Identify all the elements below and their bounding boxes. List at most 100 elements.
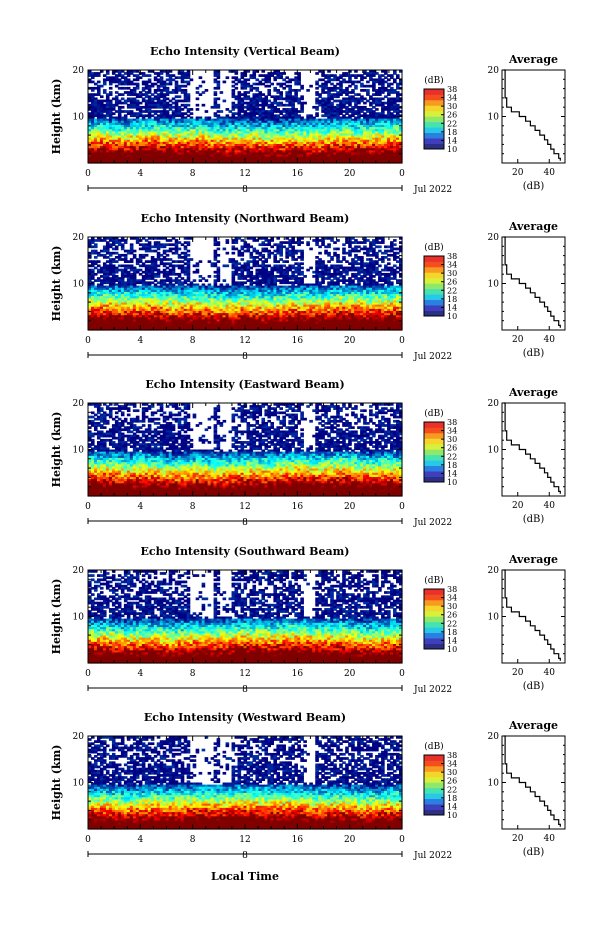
- colorbar-tick-label: 10: [447, 645, 457, 654]
- profile-title: Average: [508, 553, 558, 566]
- y-tick-label: 20: [73, 732, 85, 742]
- panel-4: Echo Intensity (Southward Beam)0 4 8 12 16 20…: [50, 545, 565, 695]
- heatmap-cells: [88, 70, 403, 164]
- colorbar-title: (dB): [424, 242, 443, 253]
- y-tick-label: 10: [73, 113, 85, 123]
- colorbar-tick-label: 34: [447, 94, 457, 103]
- profile-x-tick-label: 40: [544, 834, 556, 844]
- profile-title: Average: [508, 220, 558, 233]
- profile-y-tick-label: 10: [488, 613, 500, 623]
- x-tick-label: 12: [239, 502, 250, 512]
- date-label: Jul 2022: [413, 685, 452, 695]
- y-tick-label: 20: [73, 399, 85, 409]
- profile-line: [504, 570, 561, 661]
- x-tick-label: 8: [190, 669, 196, 679]
- colorbar-tick-label: 38: [447, 85, 457, 94]
- profile-x-label: (dB): [523, 847, 545, 858]
- x-tick-label: 0: [399, 669, 405, 679]
- panel-title: Echo Intensity (Northward Beam): [141, 212, 350, 225]
- colorbar-tick-label: 10: [447, 145, 457, 154]
- heatmap-cells: [88, 570, 403, 664]
- panel-5: Echo Intensity (Westward Beam)0 4 8 12 16 20 0…: [50, 711, 565, 861]
- profile-frame: [502, 237, 565, 330]
- x-tick-label: 8: [190, 502, 196, 512]
- colorbar-tick-label: 18: [447, 628, 457, 637]
- colorbar-tick-label: 30: [447, 269, 457, 278]
- profile-line: [504, 237, 561, 328]
- y-tick-label: 10: [73, 779, 85, 789]
- profile-title: Average: [508, 53, 558, 66]
- colorbar-tick-label: 18: [447, 461, 457, 470]
- x-tick-label: 12: [239, 669, 250, 679]
- x-tick-label: 0: [85, 669, 91, 679]
- x-tick-label: 0: [399, 502, 405, 512]
- colorbar-tick-label: 14: [447, 136, 457, 145]
- profile-x-tick-label: 20: [512, 168, 524, 178]
- colorbar-tick-label: 22: [447, 785, 457, 794]
- x-tick-label: 0: [85, 835, 91, 845]
- x-tick-label: 20: [344, 502, 356, 512]
- x-tick-label: 8: [190, 169, 196, 179]
- profile-frame: [502, 570, 565, 663]
- panel-3: Echo Intensity (Eastward Beam)0 4 8 12 16 20 0…: [50, 378, 565, 528]
- heatmap-cells: [88, 736, 403, 830]
- x-tick-label: 4: [137, 502, 143, 512]
- y-tick-label: 10: [73, 280, 85, 290]
- profile-x-label: (dB): [523, 348, 545, 359]
- profile-line: [504, 736, 561, 827]
- heatmap-cells: [88, 237, 403, 331]
- profile-title: Average: [508, 386, 558, 399]
- profile-y-tick-label: 20: [488, 732, 500, 742]
- colorbar-tick-label: 14: [447, 636, 457, 645]
- colorbar-tick-label: 30: [447, 102, 457, 111]
- profile-y-tick-label: 10: [488, 280, 500, 290]
- profile-y-tick-label: 10: [488, 779, 500, 789]
- segment-label: 8: [242, 185, 248, 195]
- panel-title: Echo Intensity (Westward Beam): [144, 711, 346, 724]
- colorbar-tick-label: 18: [447, 128, 457, 137]
- colorbar-tick-label: 26: [447, 278, 457, 287]
- colorbar-tick-label: 22: [447, 119, 457, 128]
- y-axis-label: Height (km): [50, 579, 63, 655]
- profile-y-tick-label: 20: [488, 233, 500, 243]
- profile-frame: [502, 403, 565, 496]
- segment-label: 8: [242, 851, 248, 861]
- x-tick-label: 16: [292, 835, 304, 845]
- x-tick-label: 4: [137, 669, 143, 679]
- colorbar-tick-label: 18: [447, 295, 457, 304]
- date-label: Jul 2022: [413, 851, 452, 861]
- colorbar-tick-label: 14: [447, 802, 457, 811]
- x-tick-label: 20: [344, 835, 356, 845]
- y-axis-label: Height (km): [50, 246, 63, 322]
- colorbar-tick-label: 10: [447, 312, 457, 321]
- x-tick-label: 12: [239, 169, 250, 179]
- colorbar-title: (dB): [424, 75, 443, 86]
- x-tick-label: 0: [85, 169, 91, 179]
- y-axis-label: Height (km): [50, 79, 63, 155]
- profile-x-label: (dB): [523, 514, 545, 525]
- x-tick-label: 12: [239, 835, 250, 845]
- profile-y-tick-label: 10: [488, 446, 500, 456]
- colorbar-tick-label: 14: [447, 469, 457, 478]
- y-tick-label: 10: [73, 446, 85, 456]
- colorbar-tick-label: 26: [447, 444, 457, 453]
- profile-y-tick-label: 20: [488, 566, 500, 576]
- x-tick-label: 16: [292, 502, 304, 512]
- colorbar-title: (dB): [424, 575, 443, 586]
- x-tick-label: 0: [85, 336, 91, 346]
- x-tick-label: 0: [399, 835, 405, 845]
- x-tick-label: 20: [344, 169, 356, 179]
- x-tick-label: 8: [190, 336, 196, 346]
- y-tick-label: 20: [73, 566, 85, 576]
- profile-line: [504, 70, 561, 161]
- profile-line: [504, 403, 561, 494]
- profile-x-tick-label: 20: [512, 501, 524, 511]
- colorbar-tick-label: 22: [447, 619, 457, 628]
- colorbar-tick-label: 38: [447, 751, 457, 760]
- profile-y-tick-label: 20: [488, 66, 500, 76]
- segment-label: 8: [242, 518, 248, 528]
- colorbar-tick-label: 26: [447, 111, 457, 120]
- colorbar-tick-label: 38: [447, 252, 457, 261]
- y-axis-label: Height (km): [50, 412, 63, 488]
- segment-label: 8: [242, 685, 248, 695]
